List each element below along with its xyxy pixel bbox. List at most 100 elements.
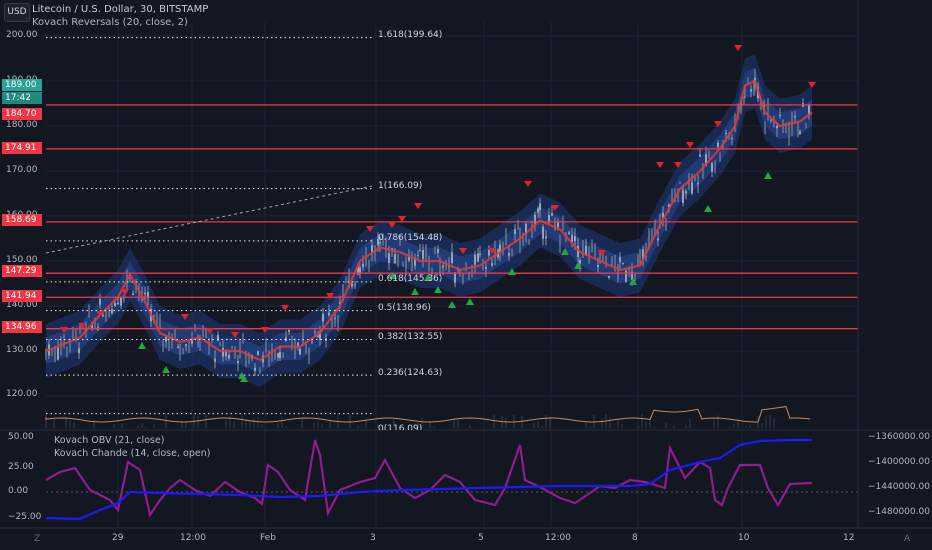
candle-body	[454, 272, 456, 283]
candle-body	[577, 245, 579, 258]
candle-body	[337, 322, 339, 324]
candle-body	[399, 242, 401, 244]
candle-body	[359, 267, 361, 275]
time-tick: 3	[370, 533, 376, 543]
candle-body	[628, 270, 630, 273]
down-arrow-icon	[686, 142, 694, 148]
level-tag: 134.96	[2, 321, 42, 333]
candle-body	[397, 256, 399, 264]
down-arrow-icon	[734, 45, 742, 51]
price-tick: 170.00	[6, 165, 38, 175]
candle-body	[239, 347, 241, 350]
candle-body	[537, 208, 539, 213]
price-tick: 200.00	[6, 30, 38, 40]
candle-body	[714, 162, 716, 166]
candle-body	[219, 344, 221, 346]
candle-body	[259, 370, 261, 374]
candle-body	[282, 357, 284, 359]
candle-body	[659, 219, 661, 221]
candle-body	[697, 183, 699, 185]
candle-body	[562, 219, 564, 230]
candle-body	[694, 178, 696, 180]
candle-body	[156, 315, 158, 325]
time-tick: 10	[738, 533, 750, 543]
candle-body	[517, 226, 519, 228]
candle-body	[334, 317, 336, 319]
candle-body	[717, 143, 719, 147]
candle-body	[228, 355, 230, 359]
time-tick: 12:00	[180, 533, 206, 543]
fib-label: 0.382(132.55)	[378, 332, 443, 342]
candle-body	[479, 253, 481, 255]
currency-button[interactable]: USD	[4, 3, 30, 22]
last-price-tag: 189.00	[2, 79, 42, 91]
candle-body	[268, 355, 270, 363]
down-arrow-icon	[326, 293, 334, 299]
fib-label: 0(116.09)	[378, 424, 423, 430]
osc-right-tick: −1400000.00	[868, 457, 930, 467]
candle-body	[177, 346, 179, 349]
candle-body	[557, 222, 559, 228]
candle-body	[574, 236, 576, 242]
chande-line	[45, 439, 813, 518]
horizontal-levels	[46, 104, 858, 330]
volume-pane	[45, 406, 811, 428]
auto-scale-icon[interactable]: A	[904, 534, 911, 544]
candle-body	[75, 331, 77, 339]
candle-body	[428, 263, 430, 267]
price-tick: 140.00	[6, 300, 38, 310]
candle-body	[174, 329, 176, 337]
candle-body	[531, 228, 533, 238]
candle-body	[753, 83, 755, 93]
candle-body	[788, 126, 790, 138]
candle-body	[91, 325, 93, 330]
candle-body	[674, 190, 676, 197]
candle-body	[194, 324, 196, 330]
candle-body	[314, 331, 316, 333]
candle-body	[731, 138, 733, 140]
candle-body	[465, 264, 467, 269]
down-arrow-icon	[206, 328, 214, 334]
candle-body	[425, 251, 427, 262]
candle-body	[414, 259, 416, 266]
candle-body	[225, 350, 227, 357]
osc-left-tick: 50.00	[8, 432, 34, 442]
candle-body	[274, 352, 276, 354]
up-arrow-icon	[508, 268, 516, 275]
candle-body	[305, 345, 307, 347]
candle-body	[468, 271, 470, 279]
up-arrow-icon	[574, 262, 582, 269]
indicator-title[interactable]: Kovach Reversals (20, close, 2)	[32, 17, 188, 28]
candle-body	[794, 115, 796, 118]
obv-title[interactable]: Kovach OBV (21, close)	[54, 435, 165, 446]
symbol-title[interactable]: Litecoin / U.S. Dollar, 30, BITSTAMP	[32, 4, 209, 15]
down-arrow-icon	[60, 327, 68, 333]
down-arrow-icon	[78, 323, 86, 329]
timezone-toggle-icon[interactable]: Z	[34, 534, 41, 544]
candle-body	[144, 292, 146, 294]
down-arrow-icon	[388, 222, 396, 228]
candle-body	[234, 351, 236, 358]
candle-body	[651, 234, 653, 243]
candle-body	[744, 93, 746, 95]
fib-label: 0.618(145.36)	[378, 274, 443, 284]
up-arrow-icon	[240, 375, 248, 382]
candle-body	[442, 265, 444, 268]
candle-body	[54, 351, 56, 359]
candle-body	[82, 327, 84, 329]
candle-body	[405, 258, 407, 267]
up-arrow-icon	[138, 342, 146, 349]
down-arrow-icon	[181, 314, 189, 320]
candle-body	[182, 351, 184, 354]
down-arrow-icon	[459, 248, 467, 254]
candle-body	[437, 248, 439, 253]
volume-line	[45, 406, 811, 423]
level-tag: 174.91	[2, 142, 42, 154]
time-tick: Feb	[260, 533, 276, 543]
up-arrow-icon	[764, 172, 772, 179]
candle-body	[408, 257, 410, 261]
candle-body	[654, 225, 656, 235]
chande-title[interactable]: Kovach Chande (14, close, open)	[54, 448, 211, 459]
candle-body	[214, 358, 216, 362]
